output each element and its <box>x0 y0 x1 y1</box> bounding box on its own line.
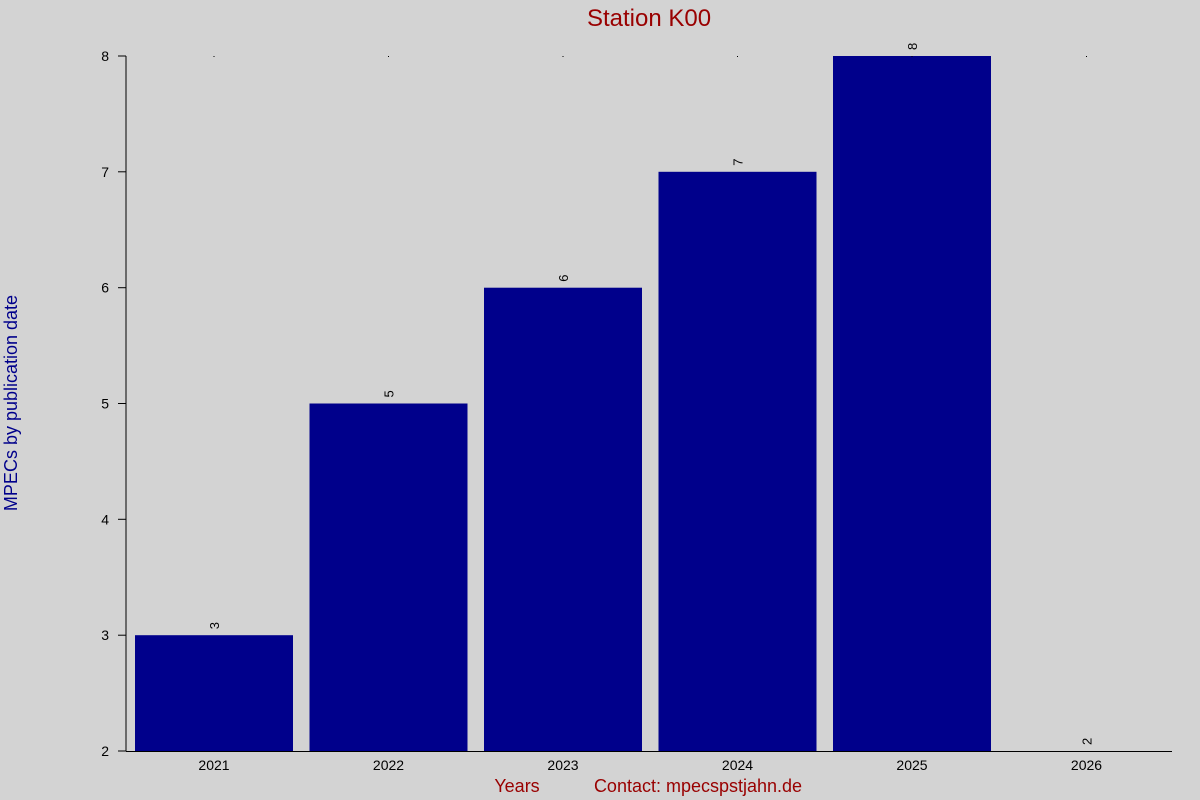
y-tick-label-5: 5 <box>101 396 109 412</box>
bar-2024 <box>658 171 817 752</box>
axes-layer <box>118 55 1172 752</box>
y-tick-label-8: 8 <box>101 48 109 64</box>
y-tick-label-3: 3 <box>101 627 109 643</box>
chart-title: Station K00 <box>587 5 711 32</box>
y-tick-label-6: 6 <box>101 280 109 296</box>
y-tick-label-7: 7 <box>101 164 109 180</box>
bar-2023 <box>484 287 642 751</box>
x-tick-label-2022: 2022 <box>373 757 404 773</box>
data-label-2022: 5 <box>382 390 397 397</box>
data-label-2023: 6 <box>556 274 571 281</box>
labels-layer: 3 2021 5 2022 6 2023 7 2024 8 2025 2 2026 2 3 4 5 6 7 8 <box>101 43 1102 773</box>
x-tick-label-2024: 2024 <box>722 757 753 773</box>
bar-2021 <box>135 635 293 751</box>
data-label-2026: 2 <box>1080 738 1095 745</box>
y-tick-label-2: 2 <box>101 743 109 759</box>
y-axis-label: MPECs by publication date <box>1 295 21 511</box>
contact-credit: Contact: mpecspstjahn.de <box>594 776 802 796</box>
data-label-2025: 8 <box>905 43 920 50</box>
x-tick-label-2026: 2026 <box>1071 757 1102 773</box>
y-tick-label-4: 4 <box>101 511 109 527</box>
data-label-2021: 3 <box>207 622 222 629</box>
x-tick-label-2023: 2023 <box>547 757 578 773</box>
data-label-2024: 7 <box>731 159 746 166</box>
x-tick-label-2021: 2021 <box>198 757 229 773</box>
bar-2022 <box>309 403 468 751</box>
x-tick-label-2025: 2025 <box>896 757 927 773</box>
bars-layer <box>135 56 991 752</box>
bar-2025 <box>833 56 991 751</box>
x-axis-label: Years <box>494 776 539 796</box>
